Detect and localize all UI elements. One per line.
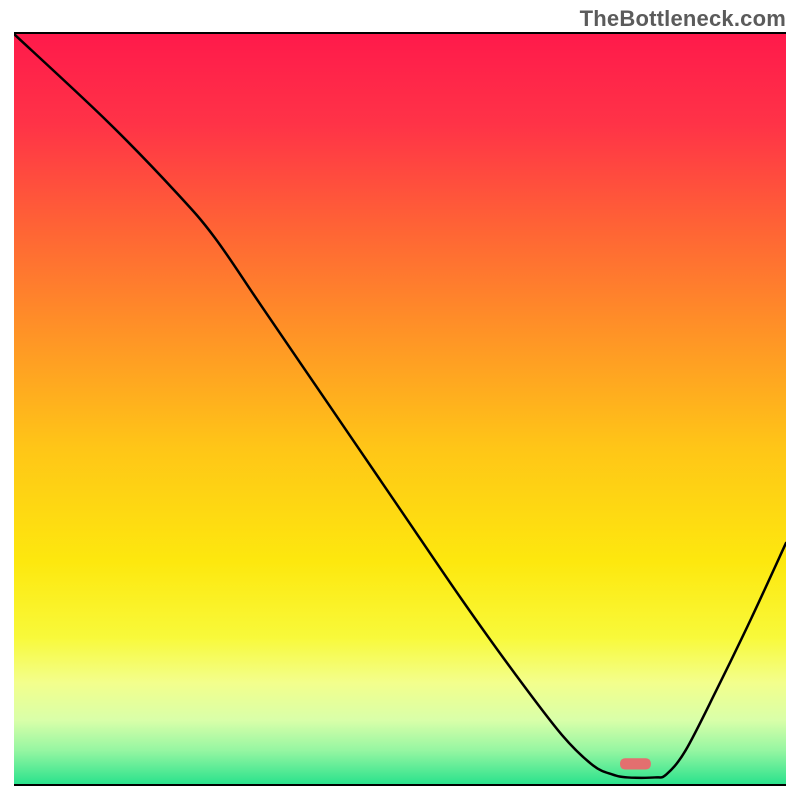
chart-svg [14,34,786,786]
plot-area [14,32,786,786]
background-gradient-rect [14,34,786,786]
chart-container: TheBottleneck.com [0,0,800,800]
watermark-text: TheBottleneck.com [580,6,786,32]
optimal-marker [620,758,651,769]
